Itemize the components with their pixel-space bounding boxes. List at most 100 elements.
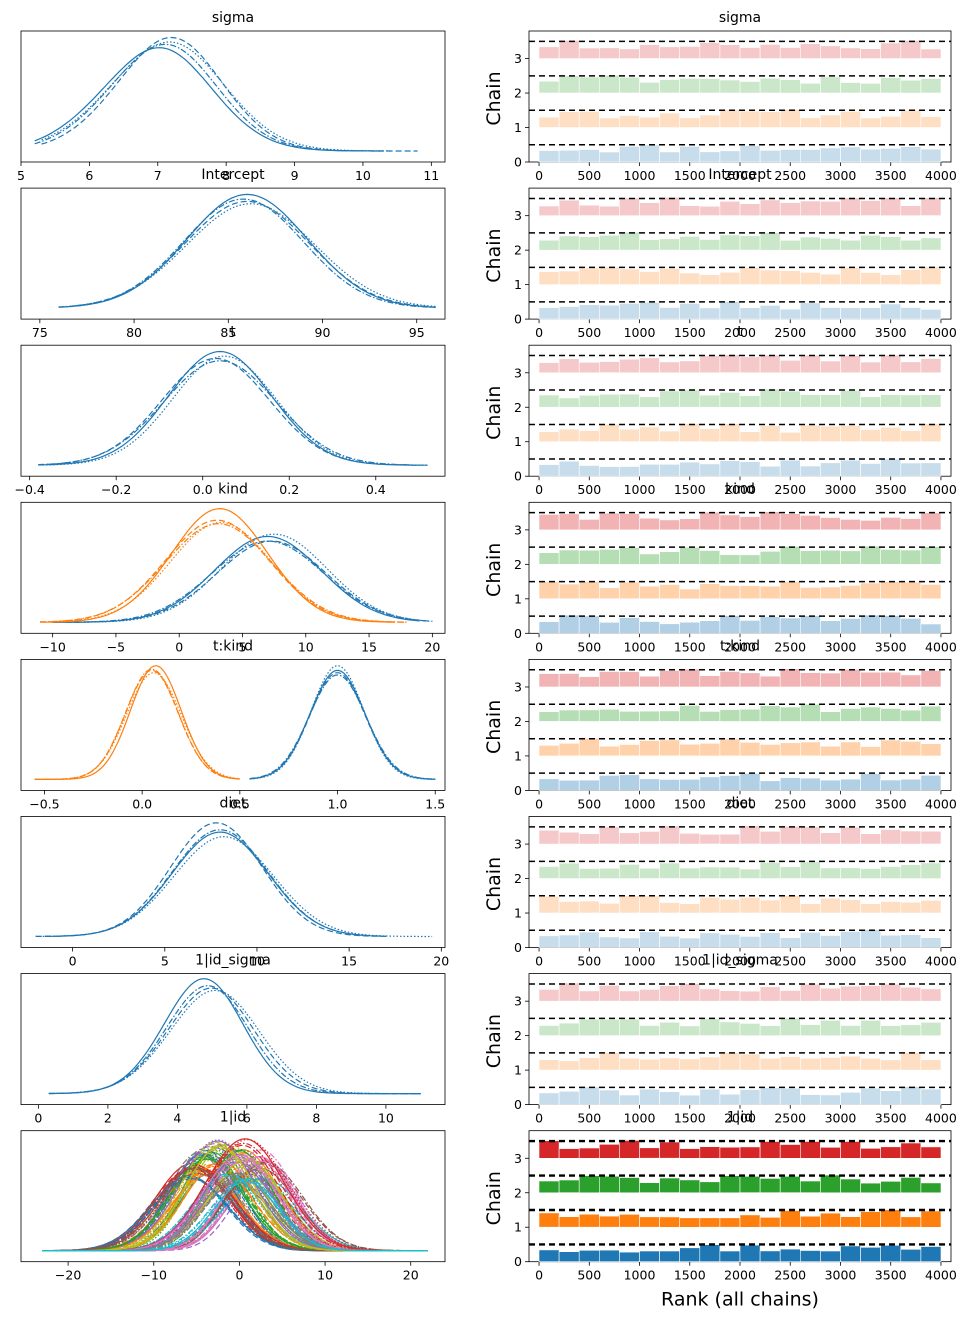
rank-bar [558, 982, 580, 1002]
rank-bar [679, 389, 701, 408]
rank-x-tick-label: 0 [535, 1111, 543, 1126]
rank-bar [799, 515, 821, 531]
rank-bar [779, 308, 801, 320]
rank-bar [799, 354, 821, 374]
rank-bar [558, 934, 580, 948]
rank-bar [719, 709, 741, 722]
rank-bar [639, 1025, 660, 1036]
rank-bar [820, 462, 841, 477]
rank-bar [799, 1094, 821, 1105]
rank-bar [799, 861, 821, 879]
density-curve [34, 668, 240, 780]
rank-bar [598, 826, 620, 845]
density-x-tick-label: 10 [249, 954, 265, 969]
rank-bar [639, 82, 660, 94]
density-axes-frame [20, 659, 446, 791]
rank-bar [699, 583, 721, 600]
rank-bar [598, 1018, 620, 1036]
density-curve [34, 43, 363, 152]
rank-bar [799, 1215, 821, 1228]
rank-bar [860, 706, 881, 722]
rank-bar [538, 205, 560, 216]
rank-bar [739, 868, 761, 879]
rank-bar [880, 236, 902, 251]
rank-bar [719, 79, 741, 94]
rank-bar [679, 743, 701, 757]
rank-bar [860, 361, 881, 374]
density-x-tick-label: 1.0 [328, 796, 348, 811]
rank-bar [880, 1209, 902, 1228]
rank-y-tick-label: 1 [514, 1220, 522, 1235]
rank-bar [759, 388, 781, 408]
rank-bar [639, 989, 660, 1002]
rank-title: 1|id [727, 1110, 753, 1126]
density-x-tick-label: 15 [341, 954, 357, 969]
rank-bar [739, 825, 761, 845]
rank-bar [739, 356, 761, 374]
rank-panel-0: sigma Chain 0 1 2 3 0 500 1000 1500 2000 2500 3000 35… [483, 10, 957, 183]
rank-bar [920, 462, 942, 477]
rank-bar [900, 79, 922, 94]
rank-bar [820, 114, 841, 128]
rank-bar [880, 197, 902, 217]
rank-bar [639, 895, 660, 914]
rank-bar [920, 1059, 942, 1071]
rank-bar [840, 111, 861, 128]
rank-bar [820, 307, 841, 320]
rank-bar [578, 267, 600, 285]
rank-x-tick-label: 500 [577, 1111, 601, 1126]
rank-bar [820, 394, 841, 408]
rank-bar [840, 669, 861, 688]
rank-bar [538, 464, 560, 477]
rank-bar [900, 110, 922, 128]
density-curve [42, 355, 428, 466]
rank-bar [639, 44, 660, 59]
rank-bar [699, 511, 721, 531]
rank-bar [578, 615, 600, 634]
rank-bar [598, 984, 620, 1002]
rank-x-tick-label: 3000 [825, 1268, 857, 1283]
rank-bar [598, 775, 620, 791]
rank-bar [739, 773, 761, 791]
rank-bar [699, 394, 721, 408]
rank-bar [880, 1025, 902, 1036]
rank-bar [779, 270, 801, 285]
rank-bar [920, 237, 942, 251]
rank-bar [880, 1245, 902, 1263]
rank-bar [578, 111, 600, 128]
rank-y-tick-label: 2 [514, 86, 522, 101]
rank-bar [639, 621, 660, 634]
rank-bar [679, 1179, 701, 1194]
rank-bar [538, 394, 560, 408]
rank-bar [659, 1057, 680, 1071]
density-curve [42, 1158, 428, 1252]
rank-bar [598, 205, 620, 217]
rank-bar [920, 937, 942, 948]
rank-bar [840, 618, 861, 634]
rank-bar [679, 867, 701, 879]
rank-bar [759, 1178, 781, 1194]
rank-bar [679, 937, 701, 948]
rank-bar [799, 1058, 821, 1071]
rank-bar [840, 899, 861, 914]
rank-y-tick-label: 3 [514, 837, 522, 852]
rank-bar [759, 1058, 781, 1071]
rank-bar [699, 239, 721, 251]
rank-bar [779, 668, 801, 688]
rank-bar [860, 1020, 881, 1037]
rank-bar [799, 826, 821, 845]
rank-bar [699, 932, 721, 948]
rank-bar [880, 739, 902, 757]
rank-bar [779, 1087, 801, 1105]
rank-panel-5: diet Chain 0 1 2 3 0 500 1000 1500 2000 2500 3000 350… [483, 796, 957, 969]
rank-bar [739, 1214, 761, 1228]
rank-bar [578, 868, 600, 879]
rank-bar [759, 77, 781, 94]
rank-bar [679, 205, 701, 216]
rank-bar [860, 746, 881, 757]
rank-bar [759, 354, 781, 374]
rank-bar [719, 423, 741, 443]
rank-bar [619, 895, 640, 914]
rank-bar [578, 1057, 600, 1071]
rank-bar [820, 1250, 841, 1262]
